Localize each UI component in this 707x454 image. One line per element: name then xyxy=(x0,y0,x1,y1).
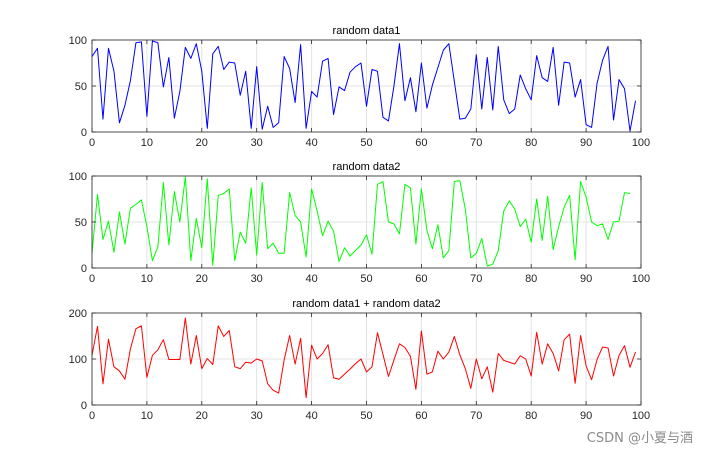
x-tick-label: 90 xyxy=(580,273,592,285)
x-tick-label: 10 xyxy=(141,410,153,422)
y-tick-label: 0 xyxy=(81,400,87,412)
x-tick-label: 70 xyxy=(470,137,482,149)
y-tick-label: 200 xyxy=(69,308,87,320)
x-tick-label: 0 xyxy=(89,137,95,149)
x-tick-label: 60 xyxy=(415,137,427,149)
x-tick-label: 70 xyxy=(470,273,482,285)
watermark: CSDN @小夏与酒 xyxy=(586,431,693,446)
x-tick-label: 50 xyxy=(360,410,372,422)
x-tick-label: 90 xyxy=(580,410,592,422)
x-tick-label: 40 xyxy=(305,137,317,149)
y-tick-label: 50 xyxy=(75,217,87,229)
x-tick-label: 30 xyxy=(251,410,263,422)
y-tick-label: 50 xyxy=(75,81,87,93)
x-tick-label: 40 xyxy=(305,410,317,422)
x-tick-label: 30 xyxy=(251,273,263,285)
x-tick-label: 0 xyxy=(89,410,95,422)
x-tick-label: 20 xyxy=(196,137,208,149)
x-tick-label: 50 xyxy=(360,137,372,149)
x-tick-label: 0 xyxy=(89,273,95,285)
y-tick-label: 0 xyxy=(81,263,87,275)
x-tick-label: 60 xyxy=(415,273,427,285)
x-tick-label: 80 xyxy=(525,410,537,422)
chart-title: random data1 + random data2 xyxy=(292,298,440,310)
y-tick-label: 100 xyxy=(69,354,87,366)
x-tick-label: 10 xyxy=(141,137,153,149)
x-tick-label: 70 xyxy=(470,410,482,422)
x-tick-label: 80 xyxy=(525,137,537,149)
y-tick-label: 100 xyxy=(69,35,87,47)
series-line xyxy=(91,176,631,267)
x-tick-label: 100 xyxy=(632,410,650,422)
x-tick-label: 80 xyxy=(525,273,537,285)
x-tick-label: 100 xyxy=(632,137,650,149)
series-line xyxy=(91,317,636,399)
x-tick-label: 40 xyxy=(305,273,317,285)
x-tick-label: 20 xyxy=(196,273,208,285)
x-tick-label: 30 xyxy=(251,137,263,149)
x-tick-label: 10 xyxy=(141,273,153,285)
series-line xyxy=(91,40,637,132)
y-tick-label: 0 xyxy=(81,127,87,139)
y-tick-label: 100 xyxy=(69,171,87,183)
x-tick-label: 90 xyxy=(580,137,592,149)
x-tick-label: 20 xyxy=(196,410,208,422)
x-tick-label: 50 xyxy=(360,273,372,285)
x-tick-label: 100 xyxy=(632,273,650,285)
chart-title: random data1 xyxy=(333,25,401,37)
chart-title: random data2 xyxy=(333,161,401,173)
x-tick-label: 60 xyxy=(415,410,427,422)
